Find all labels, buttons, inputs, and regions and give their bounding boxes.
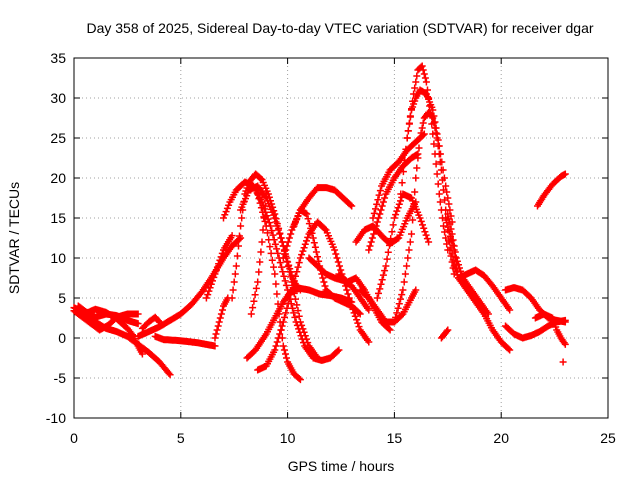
y-axis-ticks: -10 -5 0 5 10 15 20 25 30 35 <box>46 50 608 426</box>
x-tick-label: 15 <box>387 430 403 446</box>
y-tick-label: 35 <box>50 50 66 66</box>
series-track-04 <box>81 305 146 358</box>
series-track-05 <box>134 234 245 340</box>
data-point-markers <box>352 198 420 248</box>
data-point-markers <box>531 310 569 348</box>
y-tick-label: 15 <box>50 210 66 226</box>
data-point-markers <box>403 86 456 226</box>
data-point-markers <box>444 210 492 318</box>
series-track-32 <box>437 326 452 342</box>
series-track-36 <box>534 170 569 210</box>
series-track-08 <box>202 232 236 302</box>
series-track-14 <box>247 190 270 318</box>
grid <box>74 58 608 418</box>
series-track-06 <box>138 313 163 332</box>
x-tick-label: 10 <box>280 430 296 446</box>
y-tick-label: -10 <box>46 410 66 426</box>
series-track-31 <box>444 210 492 318</box>
y-tick-label: 0 <box>58 330 66 346</box>
data-point-markers <box>254 190 304 384</box>
x-axis-label: GPS time / hours <box>288 458 395 474</box>
y-tick-label: 25 <box>50 130 66 146</box>
data-point-markers <box>534 170 569 210</box>
x-tick-label: 20 <box>493 430 509 446</box>
chart-title: Day 358 of 2025, Sidereal Day-to-day VTE… <box>86 20 593 36</box>
data-point-markers <box>211 294 232 342</box>
data-point-markers <box>202 232 236 302</box>
y-tick-label: -5 <box>54 370 67 386</box>
series-track-12 <box>237 182 321 362</box>
series-track-13 <box>254 190 304 384</box>
series-track-37 <box>559 358 567 366</box>
data-point-markers <box>138 313 163 332</box>
data-point-markers <box>437 326 452 342</box>
series-track-25 <box>373 190 433 302</box>
series-track-18 <box>279 184 356 262</box>
series-track-07 <box>151 332 219 350</box>
data-point-markers <box>151 332 219 350</box>
data-point-markers <box>237 182 321 362</box>
y-tick-label: 5 <box>58 290 66 306</box>
series-track-28 <box>403 86 456 226</box>
y-axis-label: SDTVAR / TECUs <box>6 182 22 294</box>
data-point-markers <box>559 358 567 366</box>
data-point-markers <box>279 184 356 262</box>
plot-frame <box>73 57 609 419</box>
x-tick-label: 25 <box>600 430 616 446</box>
data-point-markers <box>81 305 146 358</box>
y-tick-label: 10 <box>50 250 66 266</box>
series-track-11 <box>220 178 343 364</box>
data-point-markers <box>365 150 422 254</box>
data-point-markers <box>373 190 433 302</box>
y-tick-label: 20 <box>50 170 66 186</box>
series-track-09 <box>211 294 232 342</box>
data-point-markers <box>220 178 343 364</box>
y-tick-label: 30 <box>50 90 66 106</box>
data-marks <box>70 62 569 384</box>
data-point-markers <box>247 190 270 318</box>
series-track-35 <box>531 310 569 348</box>
series-track-23 <box>365 150 422 254</box>
data-point-markers <box>134 234 245 340</box>
x-tick-label: 5 <box>177 430 185 446</box>
series-track-21 <box>352 198 420 248</box>
x-axis-ticks: 0 5 10 15 20 25 <box>70 58 616 446</box>
x-tick-label: 0 <box>70 430 78 446</box>
